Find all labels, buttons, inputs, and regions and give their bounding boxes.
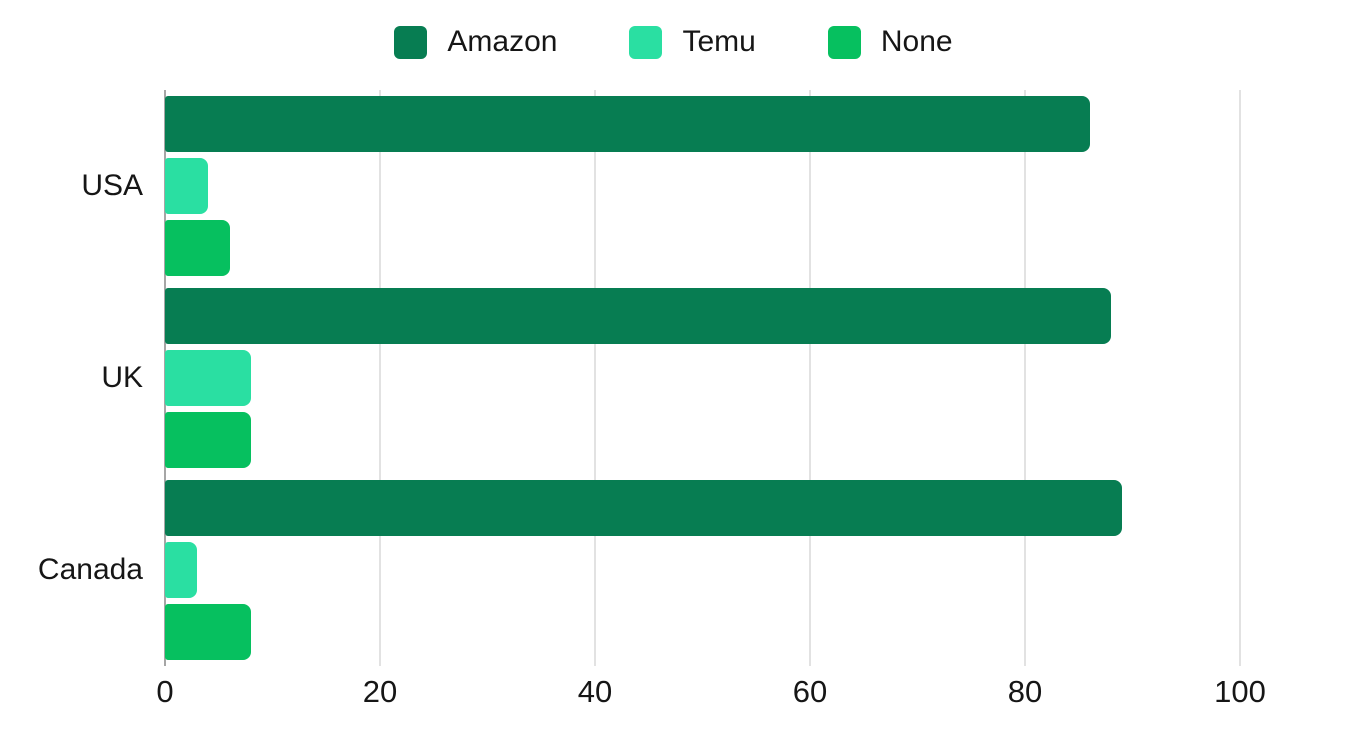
bar-usa-none	[165, 220, 230, 276]
plot-area: USA UK Canada	[38, 90, 1241, 666]
gridline-20	[379, 90, 381, 666]
gridline-60	[809, 90, 811, 666]
x-tick-60: 60	[792, 674, 828, 709]
bar-groups: USA UK Canada	[38, 90, 1240, 666]
legend-item-amazon[interactable]: Amazon	[394, 25, 558, 59]
legend-label: None	[880, 25, 953, 58]
bar-canada-amazon	[165, 480, 1122, 536]
gridline-80	[1024, 90, 1026, 666]
category-label-usa: USA	[81, 169, 143, 202]
bar-uk-temu	[165, 350, 251, 406]
legend-swatch-icon	[394, 25, 428, 59]
category-label-uk: UK	[101, 361, 143, 394]
bar-canada-none	[165, 604, 251, 660]
chart-legend: Amazon Temu None	[0, 24, 1347, 60]
bar-group-uk: UK	[101, 282, 1240, 474]
bar-usa-amazon	[165, 96, 1090, 152]
bar-uk-amazon	[165, 288, 1111, 344]
legend-swatch-icon	[629, 25, 663, 59]
bar-usa-temu	[165, 158, 208, 214]
x-tick-80: 80	[1007, 674, 1043, 709]
bar-group-usa: USA	[81, 90, 1240, 282]
bar-uk-none	[165, 412, 251, 468]
x-tick-40: 40	[577, 674, 613, 709]
bar-group-canada: Canada	[38, 474, 1240, 666]
gridline-100	[1239, 90, 1241, 666]
legend-swatch-icon	[827, 25, 861, 59]
x-tick-20: 20	[362, 674, 398, 709]
x-axis-tick-labels: 0 20 40 60 80 100	[156, 674, 1265, 716]
legend-label: Temu	[682, 25, 756, 58]
category-label-canada: Canada	[37, 553, 143, 586]
x-tick-100: 100	[1214, 674, 1266, 709]
gridline-40	[594, 90, 596, 666]
legend-item-temu[interactable]: Temu	[629, 25, 756, 59]
x-tick-0: 0	[156, 674, 174, 709]
legend-item-none[interactable]: None	[827, 25, 953, 59]
legend-label: Amazon	[447, 25, 558, 58]
bar-canada-temu	[165, 542, 198, 598]
